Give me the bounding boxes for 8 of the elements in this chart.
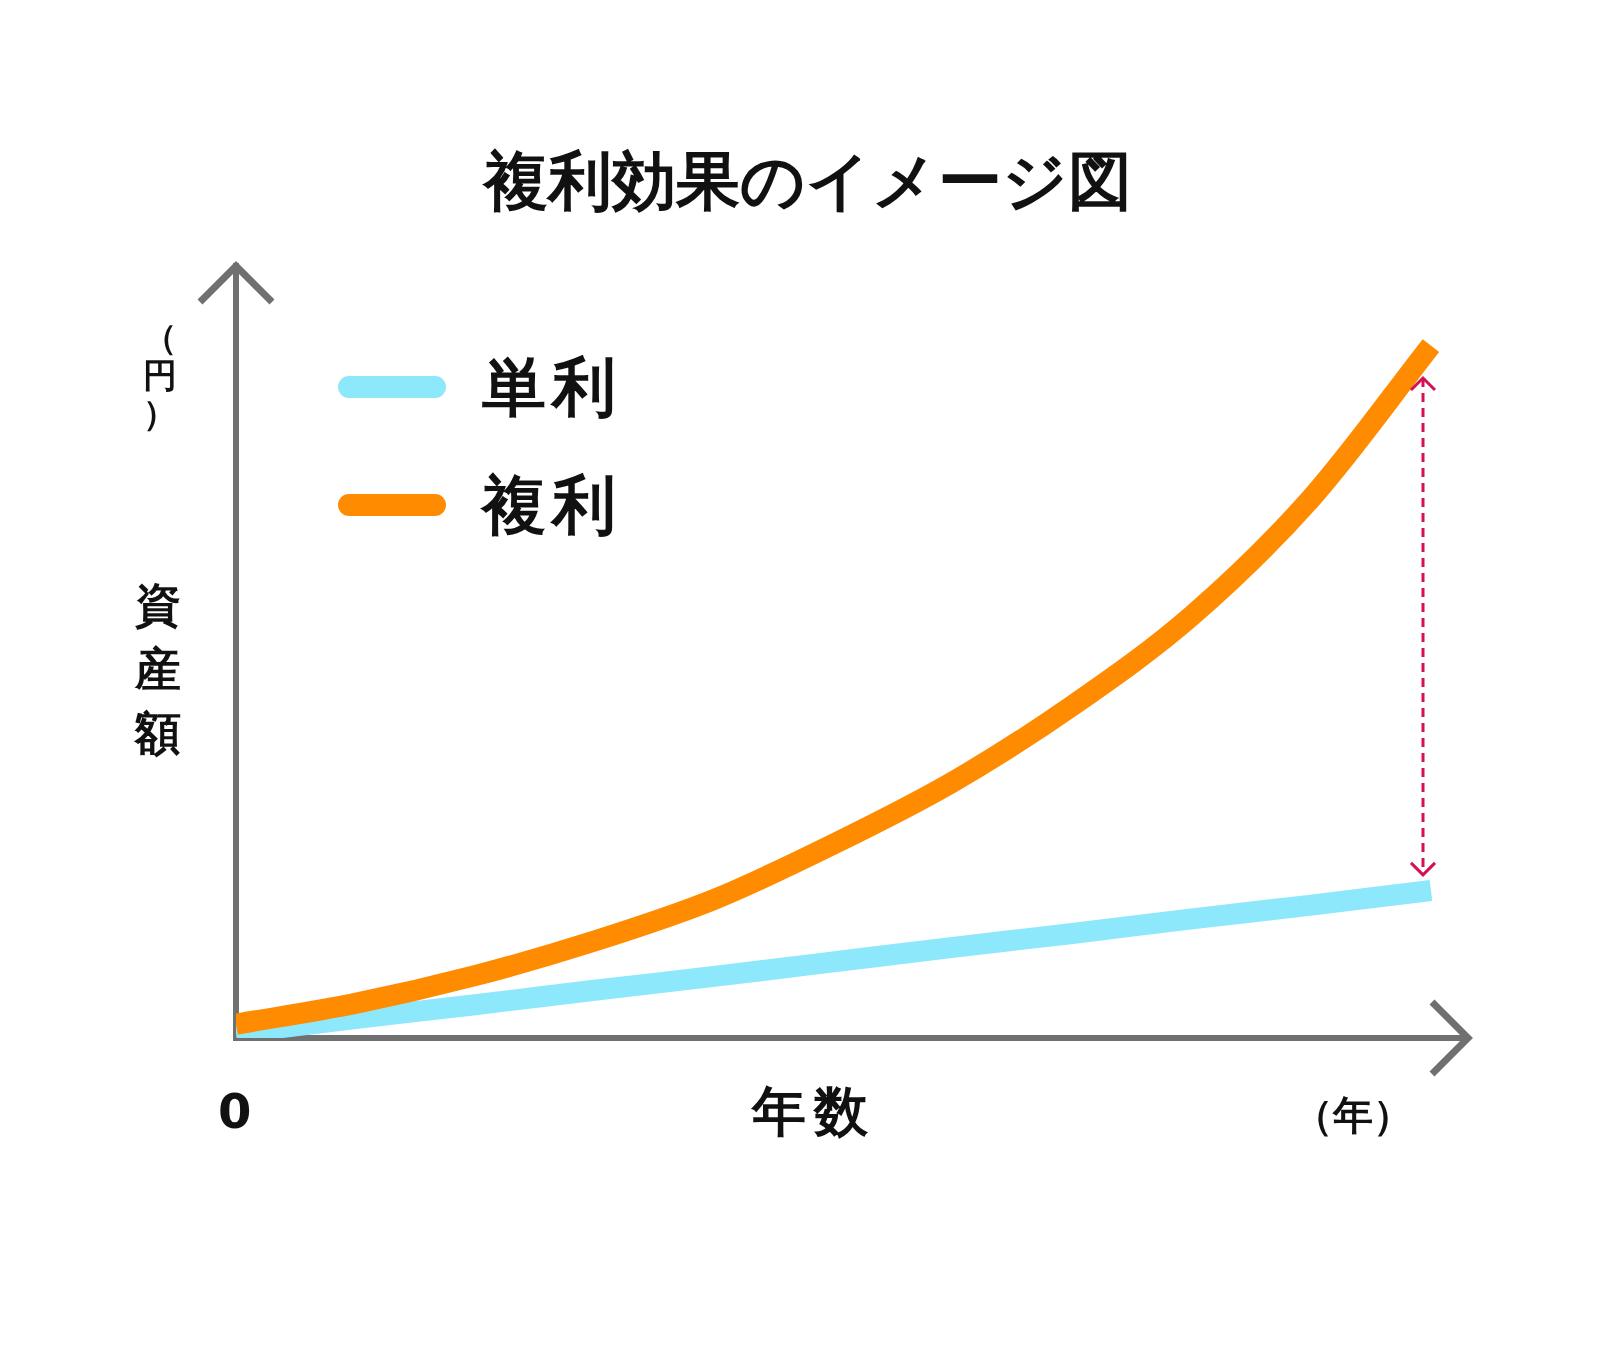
- text: （円）: [142, 317, 178, 433]
- text: （年）: [1293, 1091, 1413, 1140]
- chart-title: 複利効果のイメージ図: [481, 143, 1133, 220]
- legend-label: 複利: [482, 466, 622, 544]
- x-axis-title: 年数: [752, 1079, 876, 1145]
- text: 0: [218, 1083, 252, 1139]
- legend-label: 単利: [482, 348, 622, 426]
- y-axis-title: 資産額: [133, 577, 182, 762]
